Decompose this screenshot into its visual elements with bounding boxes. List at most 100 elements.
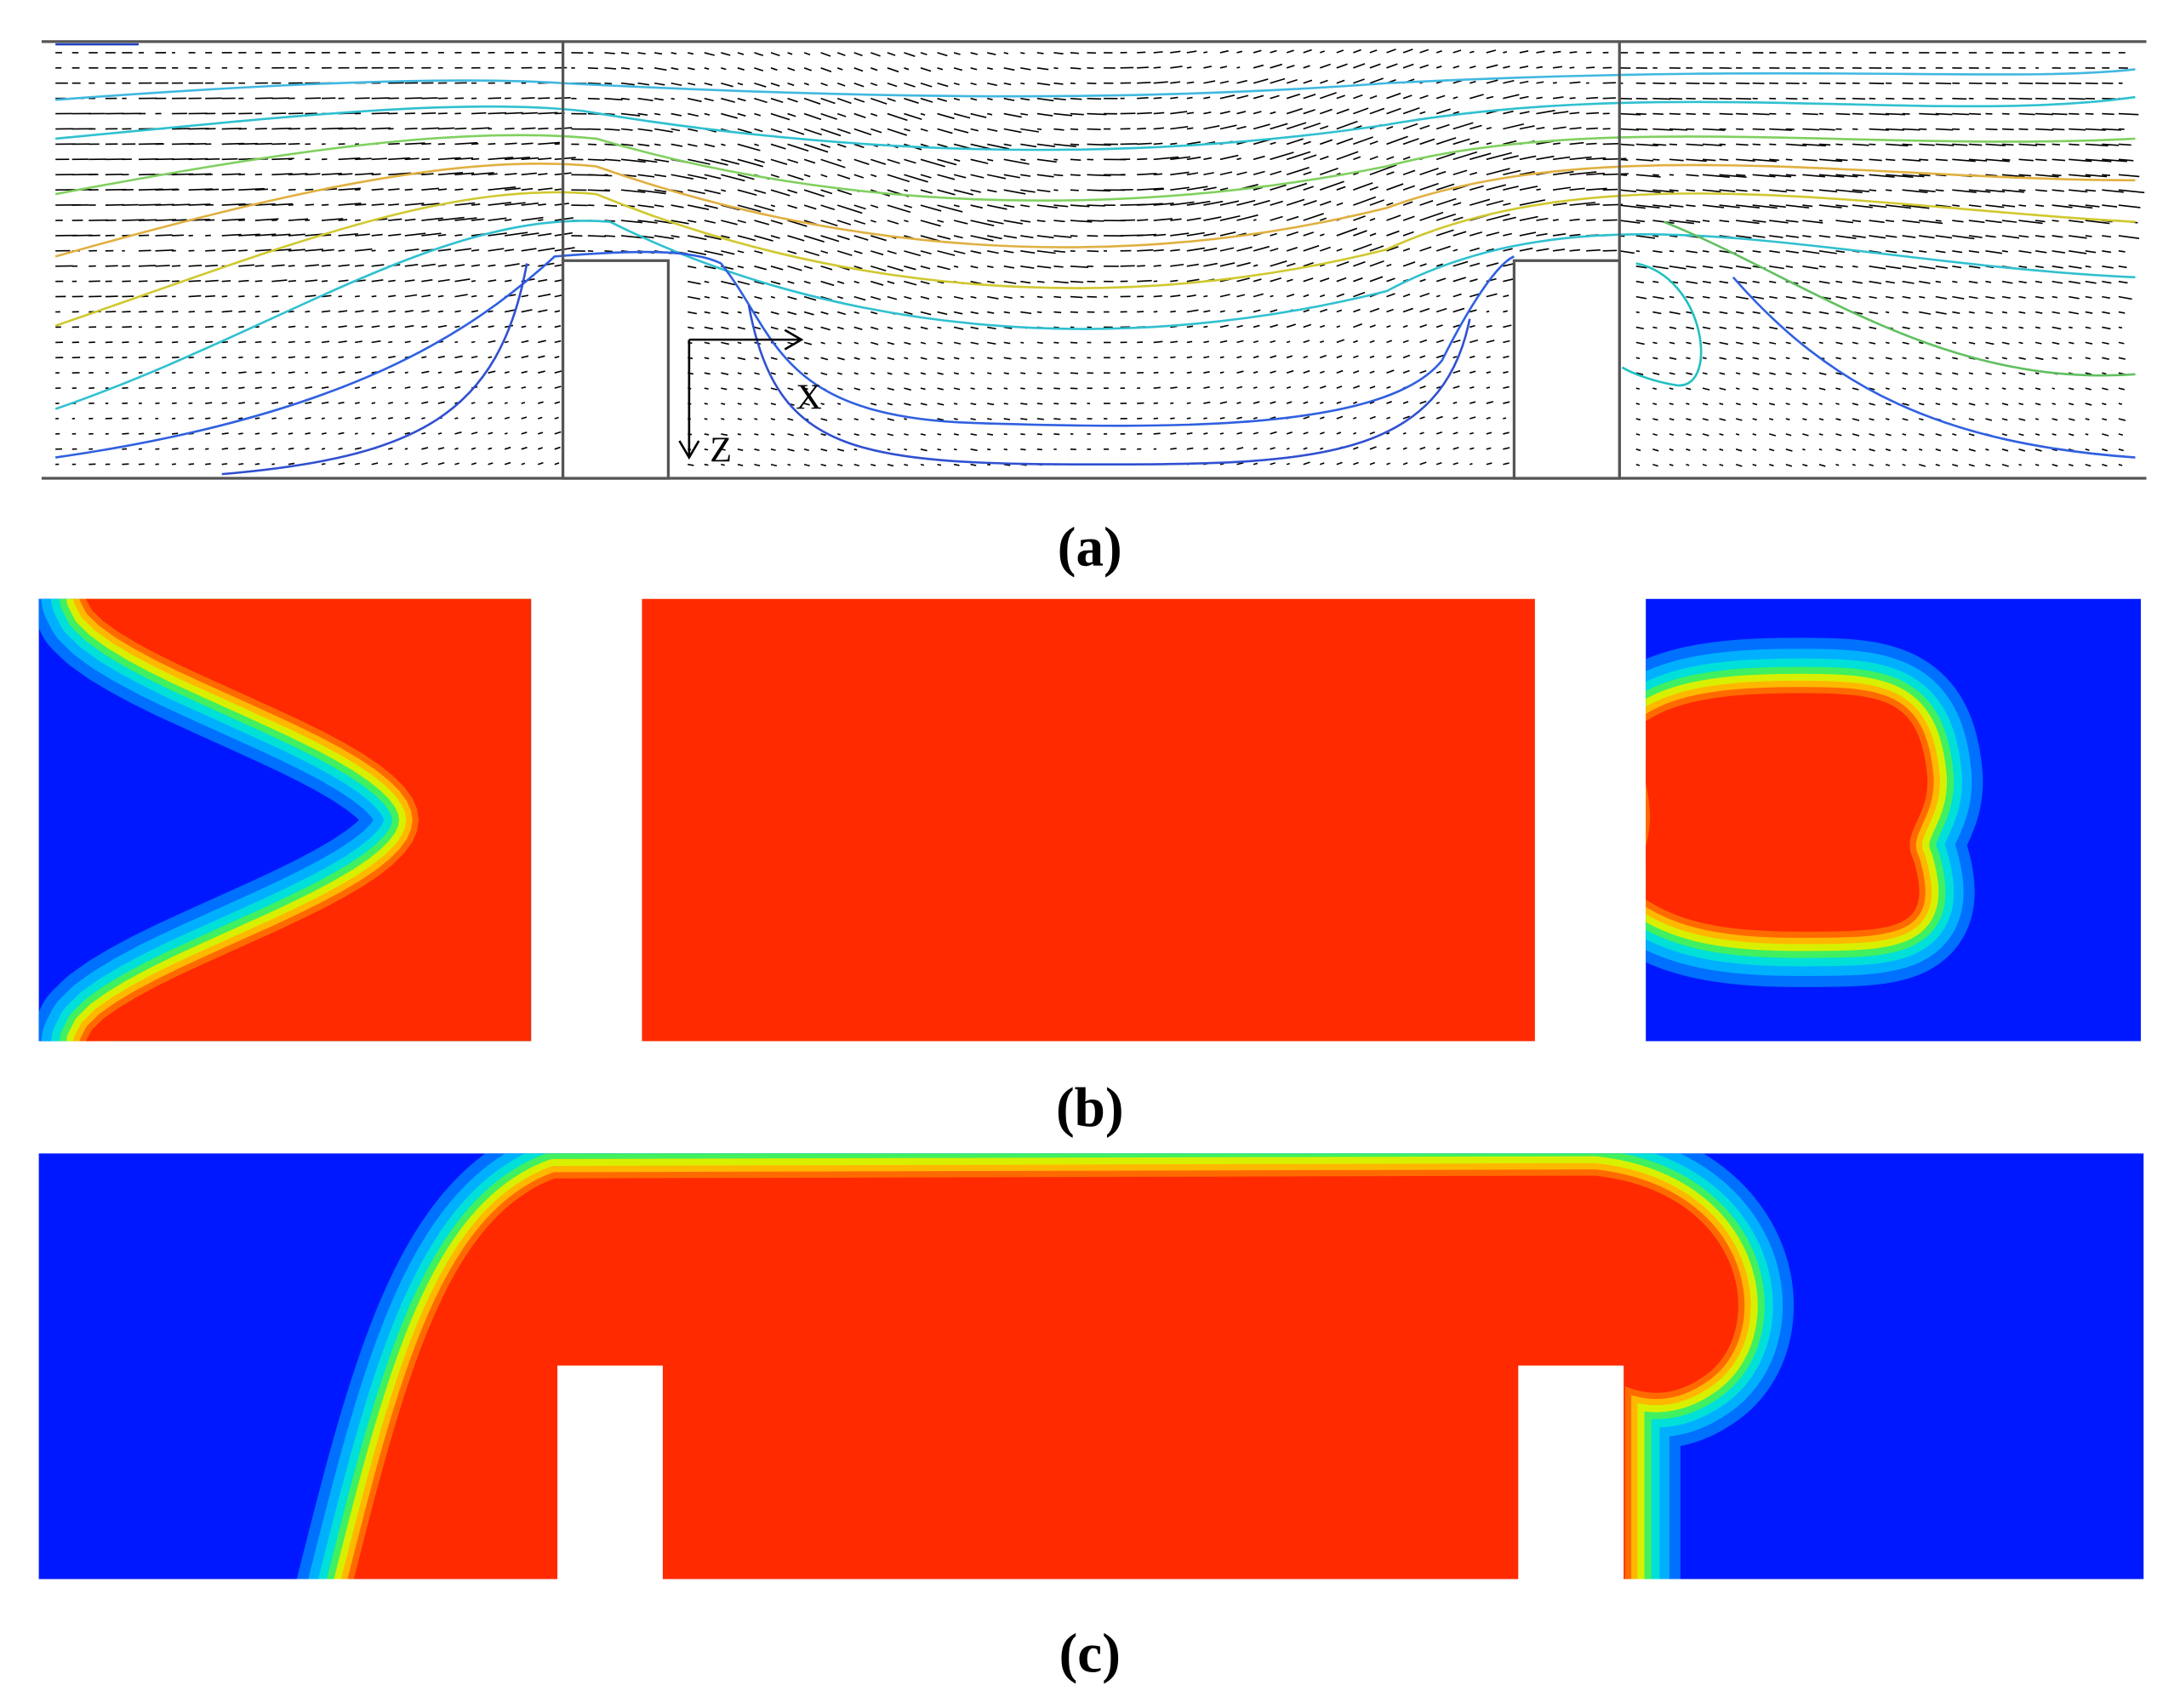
- vector: [1769, 326, 1778, 330]
- vector: [2118, 280, 2128, 284]
- vector: [1386, 49, 1396, 54]
- vector: [1286, 49, 1294, 54]
- vector: [1985, 448, 1989, 451]
- vector: [1353, 156, 1361, 161]
- vector: [1303, 340, 1310, 344]
- vector: [437, 188, 448, 191]
- vector: [671, 82, 682, 87]
- vector: [1919, 174, 1931, 177]
- vector: [1635, 280, 1645, 284]
- vector: [1419, 49, 1430, 54]
- vector: [1736, 158, 1755, 162]
- vector: [787, 128, 805, 135]
- vector: [1435, 263, 1443, 267]
- vector: [853, 280, 859, 284]
- vector: [1353, 243, 1373, 252]
- vector: [1952, 250, 1963, 254]
- vector: [1503, 431, 1510, 435]
- vector: [820, 97, 836, 105]
- vector: [2052, 433, 2057, 437]
- vector: [1419, 246, 1432, 252]
- vector: [504, 371, 510, 374]
- vector: [1020, 97, 1030, 101]
- vector: [1919, 280, 1931, 284]
- vector: [1869, 326, 1877, 329]
- vector: [188, 356, 194, 359]
- vector: [1236, 79, 1247, 84]
- vector: [221, 371, 226, 374]
- vector: [688, 280, 701, 285]
- vector: [1236, 416, 1242, 420]
- vector: [155, 234, 173, 237]
- vector: [1219, 187, 1229, 191]
- vector: [1369, 156, 1378, 161]
- vector: [1802, 128, 1820, 131]
- vector: [404, 112, 415, 115]
- vector: [604, 82, 613, 85]
- vector: [2035, 280, 2043, 283]
- vector: [953, 311, 963, 315]
- vector: [1020, 174, 1031, 177]
- vector: [1303, 401, 1309, 404]
- vector: [1869, 387, 1875, 391]
- vector: [1818, 403, 1823, 405]
- vector: [688, 97, 702, 103]
- vector: [2069, 174, 2091, 178]
- vector: [904, 387, 911, 391]
- vector: [1552, 248, 1566, 252]
- vector: [521, 187, 534, 191]
- vector: [404, 248, 419, 252]
- vector: [1852, 158, 1863, 162]
- vector: [1003, 204, 1015, 209]
- vector: [1486, 231, 1500, 237]
- vector: [1369, 431, 1375, 435]
- vector: [1952, 112, 1969, 116]
- vector: [1735, 448, 1743, 452]
- vector: [787, 158, 799, 164]
- vector: [1369, 232, 1377, 237]
- vector: [1170, 294, 1181, 298]
- vector: [737, 189, 757, 197]
- vector: [1686, 448, 1691, 452]
- vector: [471, 127, 490, 130]
- vector: [155, 279, 170, 283]
- vector: [754, 97, 768, 104]
- vector: [737, 372, 742, 375]
- vector: [1736, 174, 1746, 177]
- vector: [836, 158, 842, 162]
- vector: [471, 157, 480, 161]
- vector: [2052, 174, 2062, 177]
- vector: [338, 448, 343, 450]
- vector: [1270, 462, 1276, 466]
- vector: [1885, 372, 1890, 375]
- vector: [1435, 137, 1457, 146]
- vector: [454, 157, 474, 161]
- vector: [754, 311, 760, 314]
- vector: [820, 143, 830, 148]
- vector: [803, 265, 813, 270]
- vector: [1402, 369, 1410, 374]
- vector: [1419, 307, 1430, 313]
- vector: [970, 158, 989, 164]
- vector: [471, 264, 481, 267]
- vector: [1719, 280, 1729, 284]
- vector: [1486, 431, 1492, 435]
- vector: [2035, 372, 2040, 374]
- vector: [870, 387, 876, 391]
- vector: [505, 202, 526, 206]
- vector: [803, 387, 808, 391]
- vector: [1902, 341, 1909, 345]
- vector: [620, 220, 642, 224]
- vector: [1053, 433, 1060, 436]
- vector: [1253, 431, 1259, 435]
- vector: [1353, 277, 1363, 283]
- vector: [2001, 128, 2014, 131]
- vector: [1435, 94, 1446, 100]
- vector: [454, 294, 468, 298]
- vector: [2102, 112, 2114, 116]
- vector: [221, 203, 246, 206]
- vector: [937, 112, 955, 120]
- vector: [920, 112, 926, 116]
- vector: [937, 448, 942, 451]
- vector: [2018, 357, 2026, 360]
